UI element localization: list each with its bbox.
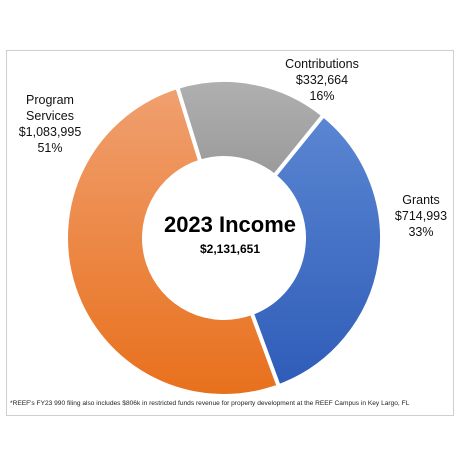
slice-label-contributions: Contributions $332,664 16%: [262, 56, 382, 104]
slice-name: Grants: [402, 193, 440, 207]
slice-amount: $332,664: [295, 73, 349, 87]
slice-label-grants: Grants $714,993 33%: [386, 192, 456, 240]
slice-percent: 16%: [309, 89, 335, 103]
slice-percent: 33%: [408, 225, 434, 239]
slice-contributions: [174, 78, 327, 179]
chart-title: 2023 Income: [163, 212, 297, 237]
slice-name-line-1: Program: [26, 93, 74, 107]
slice-name-line-2: Services: [26, 109, 74, 123]
slice-percent: 51%: [37, 141, 63, 155]
slice-name: Contributions: [285, 57, 359, 71]
chart-total: $2,131,651: [199, 242, 261, 256]
footnote: *REEF's FY23 990 filing also includes $8…: [10, 400, 410, 407]
slice-grants: [249, 112, 384, 389]
slice-amount: $714,993: [394, 209, 448, 223]
slice-label-program-services: Program Services $1,083,995 51%: [8, 92, 92, 156]
slice-amount: $1,083,995: [18, 125, 82, 139]
slice-program-services: [64, 84, 282, 398]
